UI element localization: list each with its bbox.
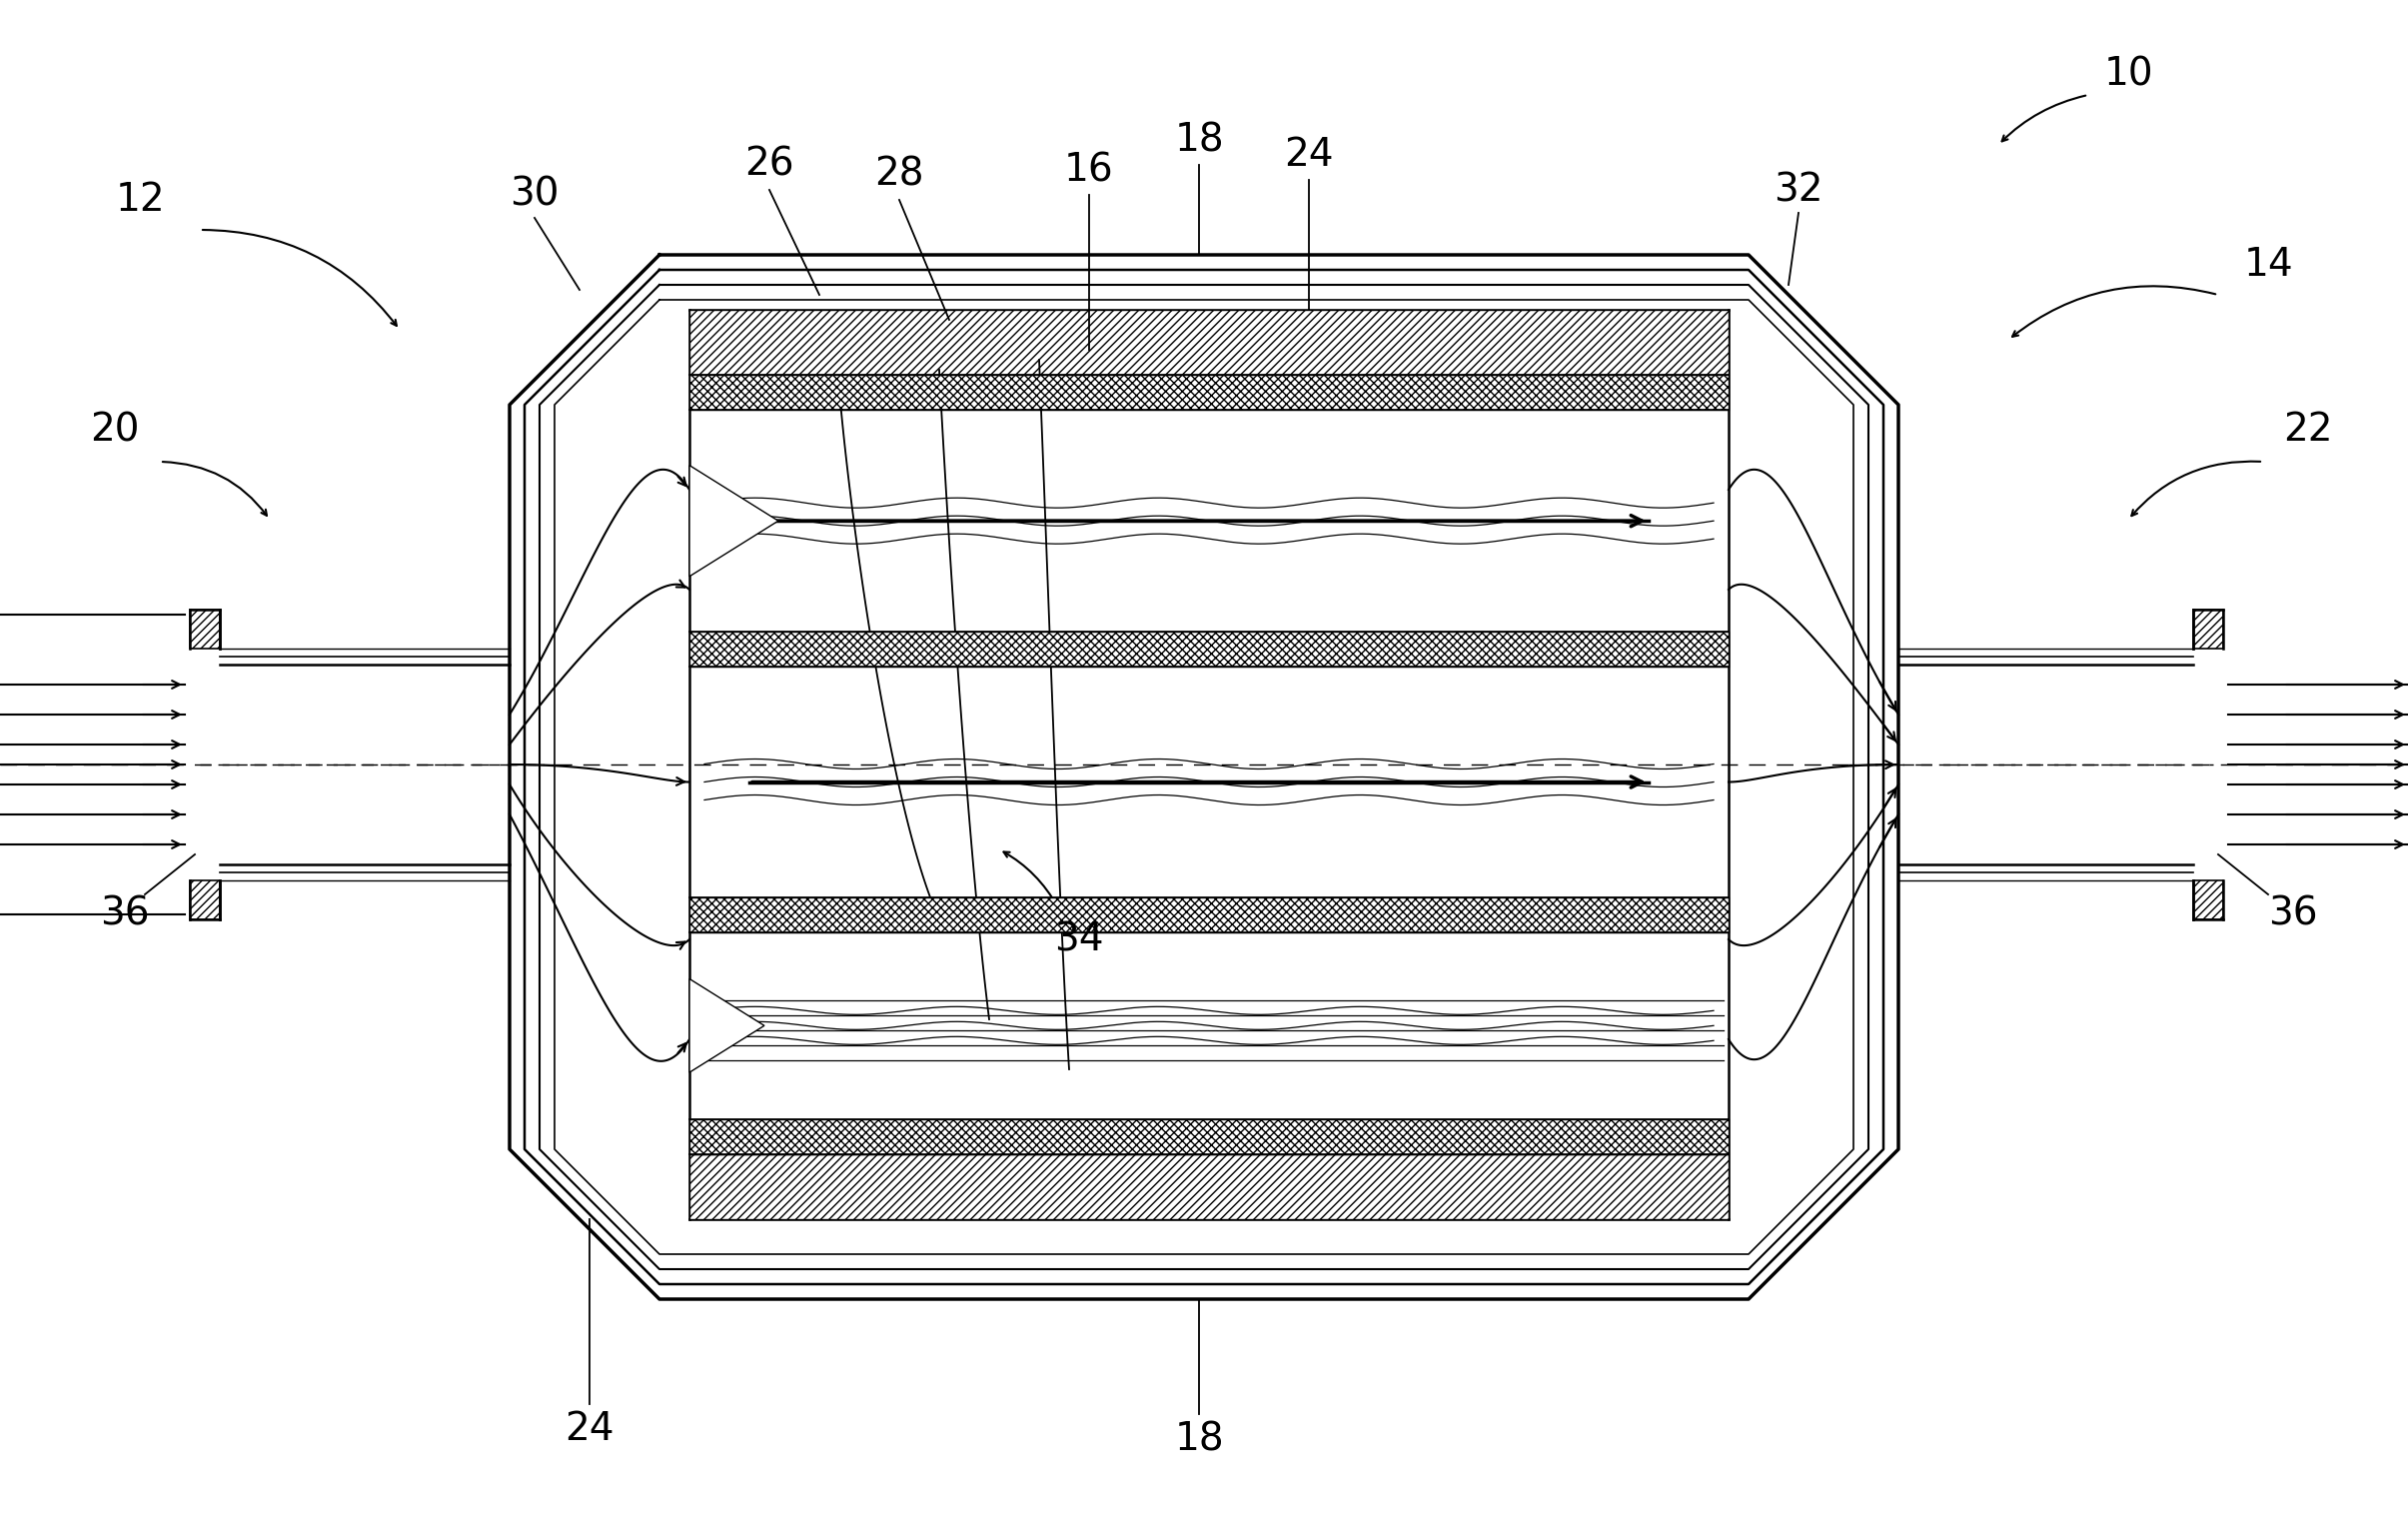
Bar bbox=[190, 881, 219, 919]
Text: 12: 12 bbox=[116, 181, 164, 219]
Text: 26: 26 bbox=[744, 146, 795, 184]
Text: 36: 36 bbox=[101, 896, 149, 933]
Text: 36: 36 bbox=[2268, 896, 2319, 933]
Text: 16: 16 bbox=[1064, 150, 1115, 189]
Bar bbox=[689, 1120, 1729, 1154]
Polygon shape bbox=[689, 465, 778, 577]
Bar bbox=[689, 632, 1729, 667]
Text: 18: 18 bbox=[1175, 1420, 1223, 1457]
Text: 28: 28 bbox=[874, 156, 925, 193]
Bar bbox=[689, 897, 1729, 933]
Bar bbox=[2194, 609, 2223, 649]
Bar bbox=[2194, 881, 2223, 919]
Text: 14: 14 bbox=[2244, 245, 2292, 284]
Polygon shape bbox=[689, 979, 763, 1072]
Text: 30: 30 bbox=[510, 176, 559, 213]
Text: 24: 24 bbox=[566, 1410, 614, 1448]
Text: 20: 20 bbox=[89, 411, 140, 449]
Text: 34: 34 bbox=[1055, 920, 1103, 959]
Bar bbox=[689, 310, 1729, 374]
Text: 24: 24 bbox=[1283, 137, 1334, 173]
Text: 18: 18 bbox=[1175, 121, 1223, 160]
Bar bbox=[689, 1154, 1729, 1220]
Text: 22: 22 bbox=[2283, 411, 2333, 449]
Bar bbox=[190, 609, 219, 649]
Bar bbox=[689, 374, 1729, 410]
Text: 10: 10 bbox=[2105, 55, 2153, 94]
Text: 32: 32 bbox=[1775, 170, 1823, 209]
